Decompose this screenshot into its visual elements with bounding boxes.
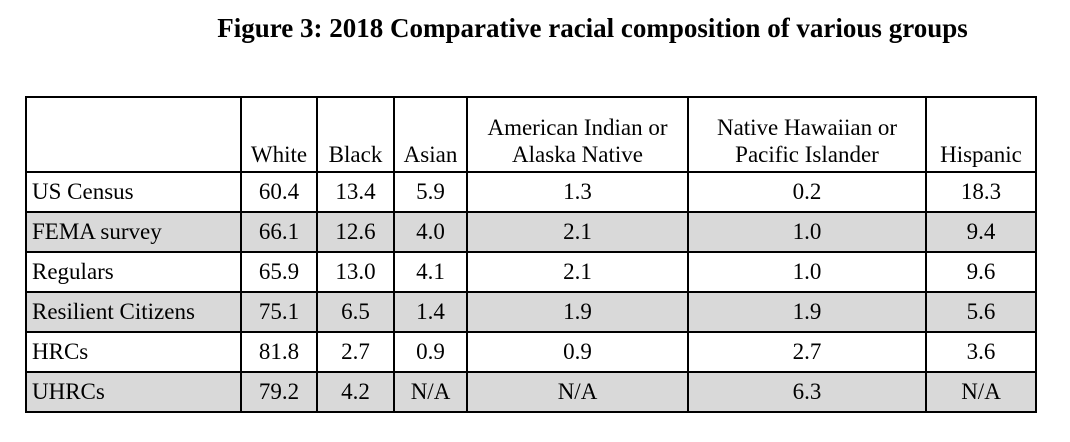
- value-cell: 12.6: [316, 211, 395, 253]
- value-cell: N/A: [925, 371, 1037, 413]
- header-row: White Black Asian American Indian or Ala…: [25, 96, 1037, 173]
- value-cell: 13.0: [316, 251, 395, 293]
- value-cell: 75.1: [240, 291, 318, 333]
- row-label-cell: Resilient Citizens: [25, 291, 242, 333]
- value-cell: 4.1: [393, 251, 468, 293]
- row-label-cell: HRCs: [25, 331, 242, 373]
- value-cell: 1.0: [687, 211, 927, 253]
- value-cell: 1.3: [466, 171, 689, 213]
- table-row: UHRCs 79.2 4.2 N/A N/A 6.3 N/A: [25, 371, 1037, 413]
- value-cell: 3.6: [925, 331, 1037, 373]
- value-cell: N/A: [393, 371, 468, 413]
- value-cell: 66.1: [240, 211, 318, 253]
- col-header-american-indian-or-alaska-native: American Indian or Alaska Native: [466, 96, 689, 173]
- value-cell: 0.2: [687, 171, 927, 213]
- value-cell: 2.1: [466, 251, 689, 293]
- composition-table: White Black Asian American Indian or Ala…: [25, 96, 1037, 413]
- value-cell: 2.7: [316, 331, 395, 373]
- col-header-white: White: [240, 96, 318, 173]
- value-cell: 9.4: [925, 211, 1037, 253]
- value-cell: 0.9: [466, 331, 689, 373]
- value-cell: 0.9: [393, 331, 468, 373]
- value-cell: 79.2: [240, 371, 318, 413]
- value-cell: 2.1: [466, 211, 689, 253]
- value-cell: 13.4: [316, 171, 395, 213]
- value-cell: 81.8: [240, 331, 318, 373]
- figure-title: Figure 3: 2018 Comparative racial compos…: [217, 13, 968, 43]
- corner-cell: [25, 96, 242, 173]
- row-label-cell: UHRCs: [25, 371, 242, 413]
- row-label-cell: US Census: [25, 171, 242, 213]
- row-label-cell: Regulars: [25, 251, 242, 293]
- col-header-black: Black: [316, 96, 395, 173]
- table-row: Resilient Citizens 75.1 6.5 1.4 1.9 1.9 5.6: [25, 291, 1037, 333]
- value-cell: 18.3: [925, 171, 1037, 213]
- value-cell: 6.3: [687, 371, 927, 413]
- value-cell: 1.9: [466, 291, 689, 333]
- value-cell: 4.2: [316, 371, 395, 413]
- table-row: HRCs 81.8 2.7 0.9 0.9 2.7 3.6: [25, 331, 1037, 373]
- value-cell: 9.6: [925, 251, 1037, 293]
- table-row: FEMA survey 66.1 12.6 4.0 2.1 1.0 9.4: [25, 211, 1037, 253]
- value-cell: 1.4: [393, 291, 468, 333]
- row-label-cell: FEMA survey: [25, 211, 242, 253]
- value-cell: 60.4: [240, 171, 318, 213]
- col-header-asian: Asian: [393, 96, 468, 173]
- table-row: Regulars 65.9 13.0 4.1 2.1 1.0 9.6: [25, 251, 1037, 293]
- value-cell: N/A: [466, 371, 689, 413]
- value-cell: 5.9: [393, 171, 468, 213]
- value-cell: 6.5: [316, 291, 395, 333]
- value-cell: 65.9: [240, 251, 318, 293]
- col-header-hispanic: Hispanic: [925, 96, 1037, 173]
- value-cell: 1.0: [687, 251, 927, 293]
- value-cell: 5.6: [925, 291, 1037, 333]
- col-header-native-hawaiian-or-pacific-islander: Native Hawaiian or Pacific Islander: [687, 96, 927, 173]
- table-row: US Census 60.4 13.4 5.9 1.3 0.2 18.3: [25, 171, 1037, 213]
- value-cell: 2.7: [687, 331, 927, 373]
- value-cell: 1.9: [687, 291, 927, 333]
- value-cell: 4.0: [393, 211, 468, 253]
- table-body: US Census 60.4 13.4 5.9 1.3 0.2 18.3 FEMA surve…: [25, 171, 1037, 413]
